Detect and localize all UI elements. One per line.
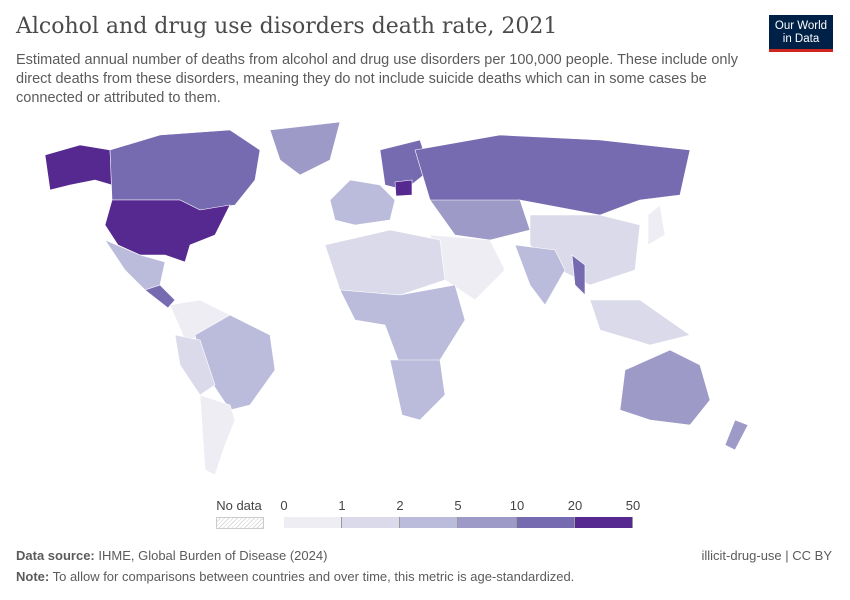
- country-se-asia[interactable]: [589, 299, 691, 346]
- logo-line2: in Data: [782, 33, 820, 45]
- country-greenland[interactable]: [269, 121, 341, 176]
- legend-tick: 2: [396, 498, 404, 513]
- country-peru-bolivia[interactable]: [174, 334, 216, 396]
- legend-bin[interactable]: [284, 517, 342, 528]
- legend-no-data-swatch: [216, 517, 264, 529]
- country-argentina-chile[interactable]: [199, 394, 236, 476]
- legend-tick: 50: [625, 498, 641, 513]
- world-map: [44, 121, 749, 476]
- legend-tick: 0: [280, 498, 288, 513]
- source-label: Data source:: [16, 548, 95, 563]
- country-new-zealand[interactable]: [724, 419, 749, 451]
- data-source: Data source: IHME, Global Burden of Dise…: [16, 548, 327, 563]
- country-central-america[interactable]: [144, 284, 176, 309]
- country-belarus[interactable]: [394, 179, 413, 197]
- legend-tick: 10: [509, 498, 525, 513]
- logo-line1: Our World: [774, 20, 828, 32]
- legend-no-data-label: No data: [216, 498, 262, 513]
- country-canada[interactable]: [109, 129, 261, 211]
- chart-subtitle: Estimated annual number of deaths from a…: [16, 52, 738, 106]
- country-usa[interactable]: [104, 199, 231, 263]
- chart-title: Alcohol and drug use disorders death rat…: [16, 14, 558, 39]
- country-india[interactable]: [514, 244, 566, 306]
- note-label: Note:: [16, 569, 50, 584]
- country-north-africa[interactable]: [324, 229, 446, 296]
- legend-tick: 20: [567, 498, 583, 513]
- legend-bin[interactable]: [575, 517, 633, 528]
- country-southern-africa[interactable]: [389, 359, 446, 421]
- legend-tick: 1: [338, 498, 346, 513]
- country-central-asia[interactable]: [429, 199, 531, 241]
- note: Note: To allow for comparisons between c…: [16, 569, 574, 584]
- country-europe-west[interactable]: [329, 179, 396, 226]
- legend-bin[interactable]: [342, 517, 400, 528]
- owid-logo[interactable]: Our World in Data: [769, 15, 833, 52]
- country-alaska[interactable]: [44, 144, 113, 191]
- legend-tick: 5: [454, 498, 462, 513]
- country-japan[interactable]: [647, 204, 666, 246]
- legend-bin[interactable]: [517, 517, 575, 528]
- note-text: To allow for comparisons between countri…: [52, 569, 575, 584]
- slug-license[interactable]: illicit-drug-use | CC BY: [701, 548, 832, 563]
- legend-bin[interactable]: [458, 517, 517, 528]
- country-central-africa[interactable]: [339, 284, 466, 366]
- country-myanmar[interactable]: [571, 254, 586, 296]
- source-text: IHME, Global Burden of Disease (2024): [98, 548, 328, 563]
- country-australia[interactable]: [619, 349, 711, 426]
- legend-bin[interactable]: [400, 517, 458, 528]
